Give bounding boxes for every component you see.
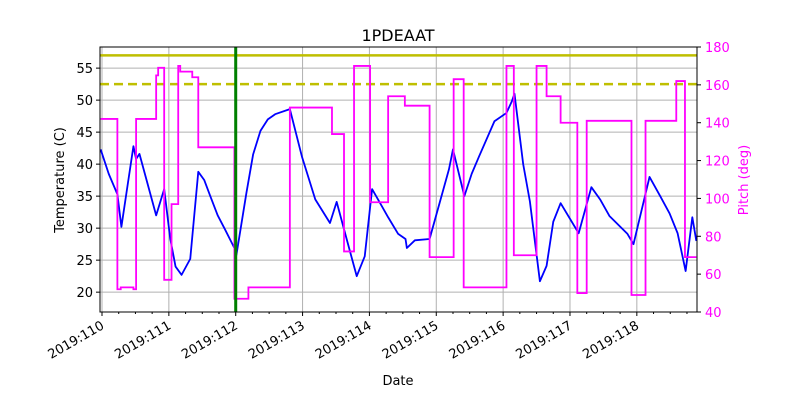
chart-title: 1PDEAAT [361, 26, 434, 45]
x-tick-label: 2019:117 [514, 318, 575, 362]
y2-tick-label: 60 [705, 268, 722, 283]
y-tick-label: 35 [76, 190, 93, 205]
y-tick-label: 30 [76, 222, 93, 237]
y-tick-label: 50 [76, 94, 93, 109]
pitch-series-line [100, 65, 697, 300]
y-tick-label: 20 [76, 286, 93, 301]
x-tick-label: 2019:114 [313, 318, 374, 362]
y2-tick-label: 180 [705, 41, 730, 56]
x-tick-label: 2019:110 [46, 318, 107, 362]
x-tick-label: 2019:118 [580, 318, 641, 362]
temperature-series-line [99, 92, 698, 283]
y2-tick-label: 120 [705, 155, 730, 170]
x-tick-label: 2019:115 [380, 318, 441, 362]
y2-tick-label: 140 [705, 117, 730, 132]
plot-frame [99, 46, 698, 313]
y2-tick-label: 100 [705, 192, 730, 207]
y2-axis-label: Pitch (deg) [737, 145, 752, 215]
y-axis-label: Temperature (C) [53, 127, 68, 234]
y-tick-label: 25 [76, 254, 93, 269]
x-tick-label: 2019:112 [179, 318, 240, 362]
y-tick-label: 40 [76, 158, 93, 173]
x-tick-label: 2019:111 [112, 318, 173, 362]
x-tick-label: 2019:116 [447, 318, 508, 362]
x-tick-label: 2019:113 [246, 318, 307, 362]
y-tick-label: 55 [76, 62, 93, 77]
x-axis-label: Date [382, 374, 413, 389]
y2-tick-label: 160 [705, 79, 730, 94]
y2-tick-label: 40 [705, 306, 722, 321]
y-tick-label: 45 [76, 126, 93, 141]
y2-tick-label: 80 [705, 230, 722, 245]
